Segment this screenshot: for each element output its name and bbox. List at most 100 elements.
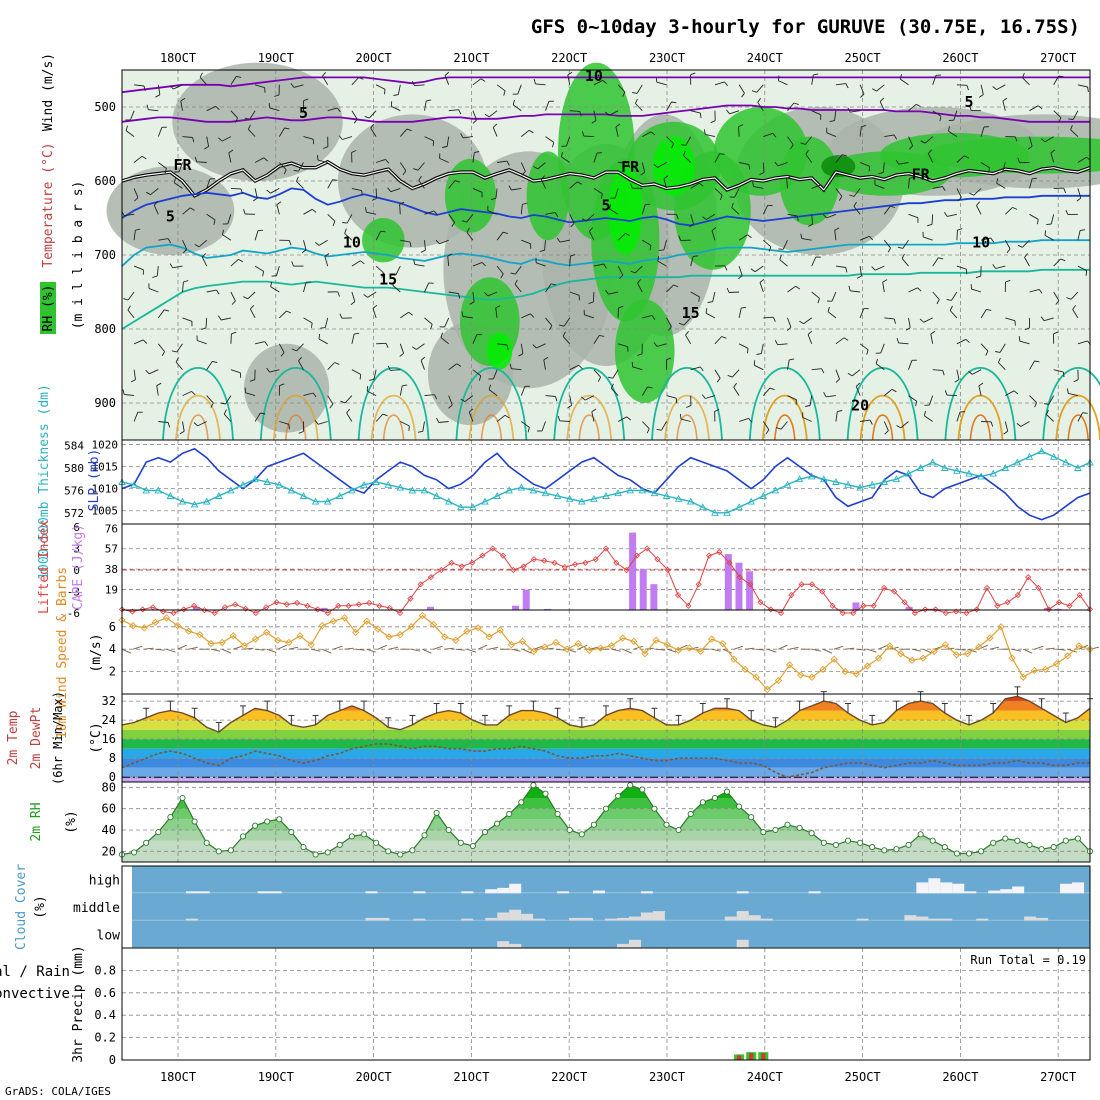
wind-barb — [488, 389, 498, 396]
wind-barb-flag — [371, 197, 377, 201]
wind-barb — [1044, 235, 1054, 241]
wind10-barb — [244, 647, 254, 650]
wind-barb-flag — [871, 266, 876, 271]
wind10-barb — [533, 645, 543, 650]
y-label-temp-unit: (°C) — [89, 722, 104, 753]
isotherm-20-loop — [259, 366, 332, 441]
wind10-point — [696, 647, 705, 656]
wind-barb-flag — [361, 190, 363, 196]
rh-point — [518, 799, 525, 806]
temp-band — [122, 767, 1090, 778]
wind-barb — [133, 188, 139, 198]
wind-barb — [400, 239, 411, 243]
wind10-barb — [1089, 646, 1100, 650]
wind-barb — [496, 84, 506, 92]
wind-barb — [370, 127, 377, 137]
wind-barb-flag — [765, 429, 770, 435]
wind-barb — [521, 313, 531, 319]
wind-tick-label: 2 — [109, 665, 116, 679]
wind-barb-flag — [701, 394, 706, 399]
wind-barb — [738, 308, 742, 318]
wind-barb — [545, 395, 556, 397]
thickness-point — [565, 494, 574, 502]
wind-barb — [439, 157, 449, 163]
footer-credit: GrADS: COLA/IGES — [5, 1085, 111, 1098]
wind-barb-flag — [179, 430, 185, 435]
wind-barb-flag — [786, 326, 792, 331]
rh-point — [1014, 837, 1021, 844]
wind-barb — [876, 84, 885, 92]
wind-barb — [981, 237, 991, 241]
cloud-bar — [628, 939, 641, 948]
wind-barb — [1029, 136, 1033, 147]
wind-barb — [642, 131, 652, 137]
wind-barb-flag — [1016, 423, 1022, 427]
wind-barb-flag — [1044, 230, 1047, 236]
wind-barb-flag — [303, 98, 309, 102]
temp-band — [122, 748, 1090, 759]
wind-barb — [850, 110, 861, 113]
wind-barb-flag — [380, 230, 386, 233]
wind-barb — [543, 359, 546, 370]
wind-barb-flag — [1068, 118, 1074, 120]
rh-point — [227, 847, 234, 854]
thickness-point — [396, 483, 405, 491]
wind-barb — [908, 213, 919, 219]
wind-barb-flag — [847, 107, 851, 113]
wind-barb — [278, 162, 287, 171]
wind-barb — [414, 84, 425, 87]
wind-barb — [1044, 136, 1054, 143]
wind-barb — [127, 309, 135, 319]
wind-barb-flag — [559, 324, 565, 327]
wind-barb — [1005, 390, 1015, 396]
wind-barb-flag — [222, 229, 224, 235]
cloud-bar — [916, 916, 929, 921]
wind-barb-flag — [975, 275, 981, 279]
wind-barb — [462, 136, 473, 139]
wind-barb — [545, 317, 553, 326]
wind-barb-flag — [1027, 145, 1033, 150]
li-point — [757, 599, 764, 606]
wind-barb-flag — [283, 169, 287, 175]
wind-barb-flag — [234, 117, 239, 123]
wind-barb — [738, 84, 745, 94]
wind10-point — [652, 636, 660, 644]
rh-point — [481, 829, 489, 836]
wind-barb — [1068, 392, 1078, 397]
wind-barb — [811, 291, 820, 299]
wind-barb-flag — [434, 394, 438, 400]
wind-barb — [466, 231, 474, 241]
wind-barb-flag — [944, 211, 948, 217]
wind-barb — [807, 334, 813, 344]
li-point — [304, 602, 311, 609]
thickness-point — [227, 486, 235, 494]
wind-barb — [156, 266, 159, 277]
wind-barb-flag — [334, 362, 340, 365]
li-point — [623, 566, 630, 574]
wind-barb — [782, 240, 788, 250]
thickness-point — [323, 497, 332, 505]
isotherm-30-loop — [480, 414, 503, 441]
wind-barb-flag — [588, 301, 594, 305]
wind-barb-flag — [474, 151, 480, 154]
wind-barb-flag — [146, 104, 149, 110]
li-point — [520, 563, 527, 570]
wind-barb — [535, 83, 546, 86]
wind-barb — [908, 103, 917, 112]
thickness-point — [711, 508, 719, 516]
wind-barb — [448, 214, 455, 223]
x-tick-label: 23OCT — [649, 51, 685, 65]
wind-barb — [133, 265, 144, 271]
wind-barb-flag — [673, 284, 679, 288]
rh-shade — [106, 166, 235, 256]
wind-barb-flag — [169, 85, 174, 90]
isotherm-10-upper — [121, 76, 1090, 94]
rh-point — [808, 830, 815, 837]
wind-barb-flag — [822, 214, 827, 219]
wind-barb — [492, 127, 498, 137]
wind10-barb — [210, 648, 221, 652]
wind-barb-flag — [637, 279, 641, 284]
wind-barb-flag — [843, 337, 849, 341]
isotherm-30-loop — [187, 414, 209, 441]
